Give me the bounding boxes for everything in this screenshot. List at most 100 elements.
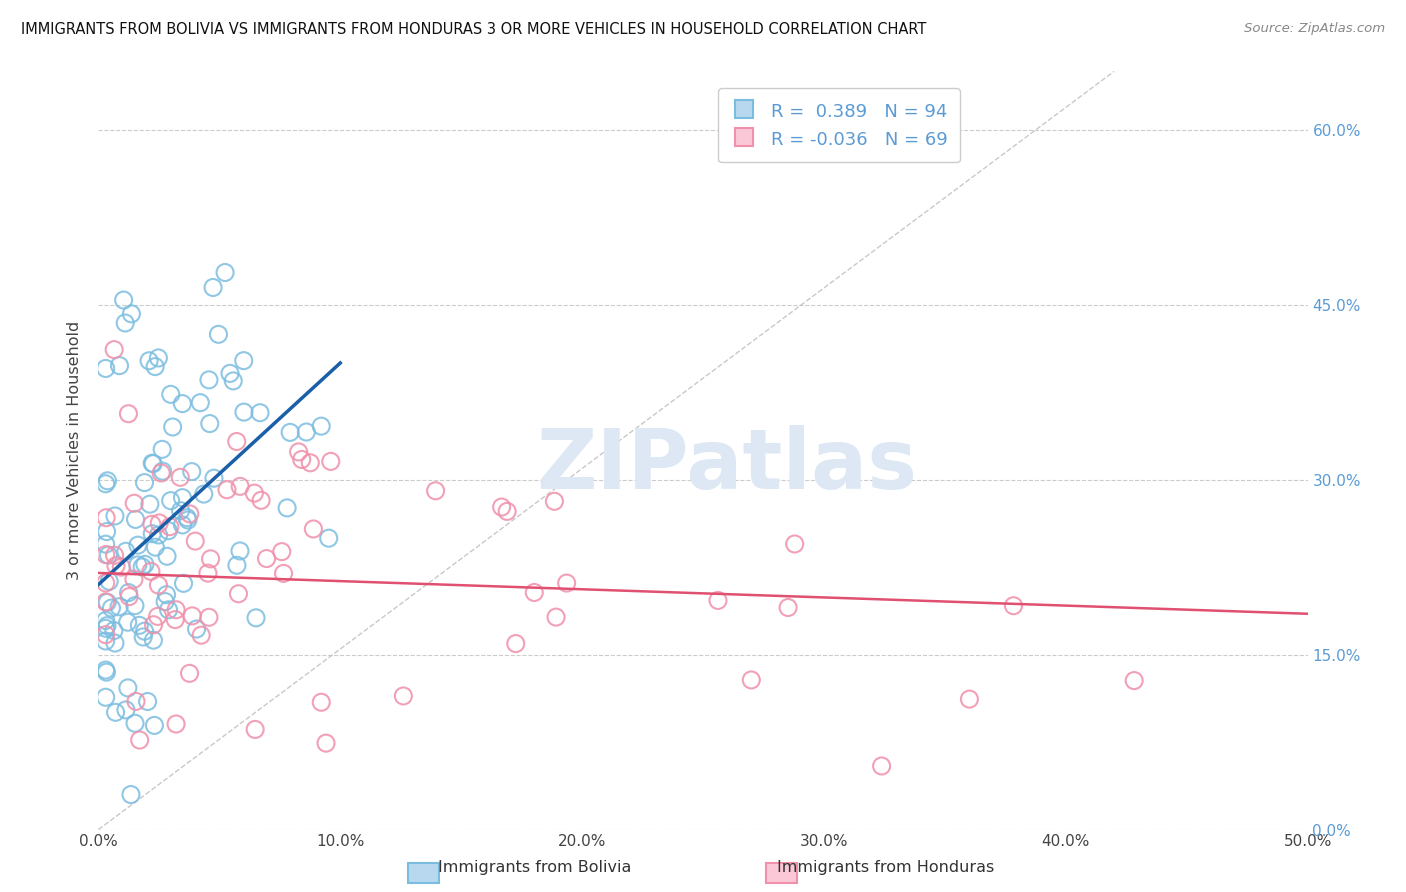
Point [162,420,184,434]
Point [181,608,204,623]
Point [193,487,215,501]
Point [555,576,578,591]
Point [115,703,138,717]
Point [256,551,278,566]
Point [120,788,142,802]
Point [141,456,163,470]
Point [309,695,332,709]
Point [169,470,191,484]
Point [117,585,139,599]
Text: Immigrants from Bolivia: Immigrants from Bolivia [437,861,631,875]
Point [108,359,131,373]
Point [117,407,139,421]
Point [139,565,162,579]
Point [319,454,342,468]
Point [200,551,222,566]
Point [94,595,117,609]
Point [122,572,145,586]
Point [225,434,247,449]
Point [115,544,138,558]
Point [131,560,153,574]
Point [117,681,139,695]
Point [245,611,267,625]
Point [150,466,173,480]
Point [159,493,181,508]
Point [291,452,314,467]
Point [94,537,117,551]
Point [148,528,170,542]
Point [96,618,118,632]
Point [315,736,337,750]
Point [100,601,122,615]
Text: ZIPatlas: ZIPatlas [537,425,918,506]
Point [287,445,309,459]
Y-axis label: 3 or more Vehicles in Household: 3 or more Vehicles in Household [67,321,83,580]
Point [143,359,166,374]
Point [122,496,145,510]
Point [142,617,165,632]
Point [172,396,194,410]
Point [309,419,332,434]
Point [153,594,176,608]
Point [505,637,527,651]
Point [114,316,136,330]
Point [132,630,155,644]
Point [96,524,118,539]
Point [94,690,117,705]
Legend: R =  0.389   N = 94, R = -0.036   N = 69: R = 0.389 N = 94, R = -0.036 N = 69 [718,88,960,162]
Point [94,621,117,635]
Point [142,457,165,471]
Point [188,395,211,409]
Point [104,636,127,650]
Point [190,628,212,642]
Point [226,558,249,573]
Point [179,666,201,681]
Point [425,483,447,498]
Point [155,588,177,602]
Point [215,483,238,497]
Point [146,609,169,624]
Point [110,560,132,574]
Point [94,476,117,491]
Point [128,618,150,632]
Point [124,512,146,526]
Text: Source: ZipAtlas.com: Source: ZipAtlas.com [1244,22,1385,36]
Point [148,578,170,592]
Point [152,464,174,478]
Point [141,517,163,532]
Point [544,610,567,624]
Point [173,576,195,591]
Point [112,293,135,307]
Point [103,343,125,357]
Point [270,544,292,558]
Point [243,486,266,500]
Point [104,558,127,573]
Point [1123,673,1146,688]
Point [228,587,250,601]
Point [138,353,160,368]
Point [94,548,117,562]
Point [176,510,198,524]
Point [222,374,245,388]
Point [1002,599,1025,613]
Point [103,548,125,562]
Point [184,534,207,549]
Point [94,614,117,628]
Point [318,531,340,545]
Point [177,513,200,527]
Point [232,353,254,368]
Point [165,603,187,617]
Point [172,518,194,533]
Point [159,519,181,533]
Point [143,718,166,732]
Point [139,497,162,511]
Point [96,474,118,488]
Point [496,504,519,518]
Point [778,600,800,615]
Text: IMMIGRANTS FROM BOLIVIA VS IMMIGRANTS FROM HONDURAS 3 OR MORE VEHICLES IN HOUSEH: IMMIGRANTS FROM BOLIVIA VS IMMIGRANTS FR… [21,22,927,37]
Point [134,624,156,639]
Point [104,706,127,720]
Point [124,716,146,731]
Point [94,510,117,524]
Point [127,558,149,572]
